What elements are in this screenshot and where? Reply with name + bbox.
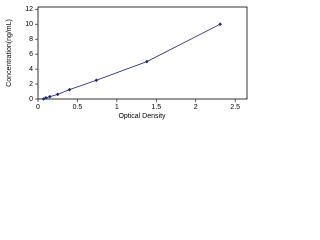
y-tick-label: 2: [29, 81, 33, 88]
data-point: [145, 59, 149, 64]
data-point: [55, 92, 60, 97]
chart: Optical Density Concentration(ng/mL) 0 2 4…: [6, 6, 248, 120]
data-point: [44, 96, 48, 100]
y-tick-label: 6: [29, 51, 33, 58]
y-tick-label: 12: [25, 6, 33, 13]
x-tick-label: 2: [194, 104, 198, 111]
y-tick-label: 4: [29, 66, 33, 73]
y-tick-label: 10: [25, 21, 33, 28]
x-tick-label: 0: [36, 104, 40, 111]
plot-frame: [37, 6, 248, 100]
data-point: [94, 78, 99, 83]
y-axis-label: Concentration(ng/mL): [6, 19, 13, 87]
data-point: [218, 22, 222, 27]
x-tick-label: 2.5: [230, 104, 240, 111]
fit-line: [43, 23, 221, 100]
x-tick-label: 1: [115, 104, 119, 111]
y-tick-label: 0: [29, 96, 33, 103]
data-point: [67, 87, 72, 92]
data-point: [48, 94, 52, 99]
x-tick-label: 0.5: [73, 104, 83, 111]
x-tick-label: 1.5: [151, 104, 161, 111]
x-axis-label: Optical Density: [118, 113, 166, 120]
y-tick-label: 8: [29, 36, 33, 43]
